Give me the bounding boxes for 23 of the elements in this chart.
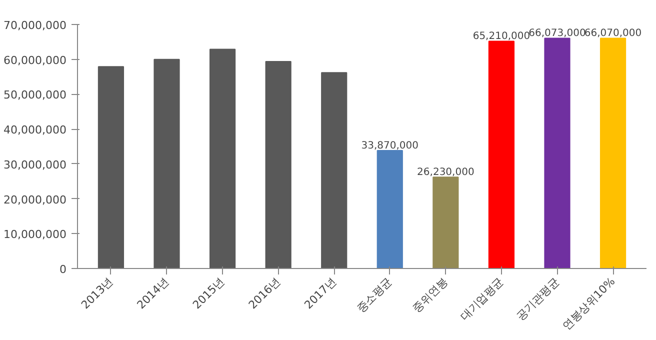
bar bbox=[265, 60, 292, 268]
y-tick-label: 70,000,000 bbox=[4, 19, 67, 32]
data-label: 26,230,000 bbox=[417, 167, 474, 178]
bar bbox=[154, 58, 180, 268]
bar bbox=[432, 176, 459, 268]
y-tick-label: 20,000,000 bbox=[4, 193, 67, 206]
bar bbox=[376, 150, 403, 268]
data-label: 33,870,000 bbox=[361, 140, 419, 152]
bar bbox=[321, 72, 348, 268]
data-label: 65,210,000 bbox=[472, 31, 530, 42]
y-tick-label: 10,000,000 bbox=[4, 228, 67, 242]
bar bbox=[544, 38, 570, 268]
bar bbox=[488, 40, 515, 268]
y-tick-label: 40,000,000 bbox=[4, 124, 67, 137]
y-tick-label: 60,000,000 bbox=[4, 54, 67, 67]
bar bbox=[209, 48, 236, 268]
data-label: 66,070,000 bbox=[584, 28, 642, 40]
bar bbox=[600, 38, 626, 268]
bar bbox=[98, 66, 124, 268]
data-label: 66,073,000 bbox=[528, 28, 586, 40]
y-tick-label: 50,000,000 bbox=[4, 88, 67, 102]
y-tick-label: 30,000,000 bbox=[4, 158, 67, 172]
y-tick-label: 0 bbox=[60, 263, 66, 276]
